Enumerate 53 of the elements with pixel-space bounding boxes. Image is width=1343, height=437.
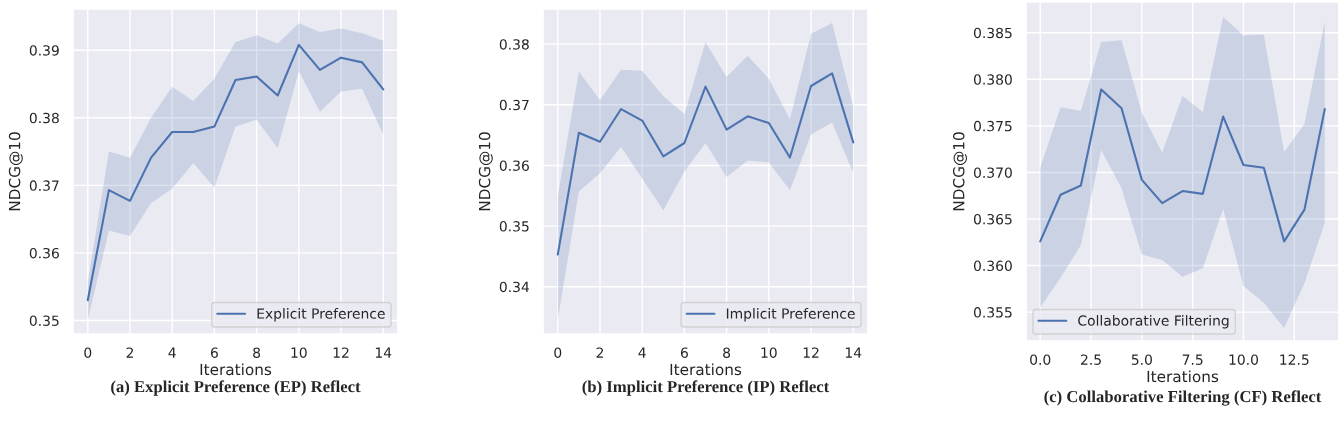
x-tick-label: 10 <box>291 347 307 358</box>
y-tick-label: 0.365 <box>973 213 1012 225</box>
text: (b) Implicit Preference (IP) Reflect <box>582 380 830 396</box>
x-tick-label: 4 <box>168 347 176 358</box>
x-tick-label: 0.0 <box>1030 354 1051 365</box>
y-tick-label: 0.385 <box>973 27 1012 39</box>
y-tick-label: 0.360 <box>973 260 1012 272</box>
y-tick-label: 0.375 <box>973 120 1012 132</box>
x-tick-label: 2 <box>596 347 604 358</box>
x-tick-label: 4 <box>638 347 646 358</box>
line-series <box>556 72 855 256</box>
x-tick-label: 14 <box>375 347 392 358</box>
x-tick-label: 2.5 <box>1081 354 1101 365</box>
x-tick-label: 10.0 <box>1229 354 1259 365</box>
y-tick-label: 0.35 <box>29 315 59 326</box>
x-tick-label: 5.0 <box>1131 354 1152 365</box>
y-axis-title: NDCG@10 <box>8 132 23 211</box>
x-tick-label: 6 <box>210 347 218 358</box>
x-tick-label: 12.5 <box>1280 354 1309 365</box>
x-tick-label: 7.5 <box>1182 354 1203 365</box>
legend-label: Explicit Preference <box>257 308 385 322</box>
y-tick-label: 0.370 <box>973 167 1012 178</box>
legend-label: Collaborative Filtering <box>1078 315 1229 329</box>
y-tick-label: 0.34 <box>499 281 530 293</box>
y-tick-label: 0.38 <box>29 112 59 124</box>
x-axis-title: Iterations <box>670 363 742 376</box>
x-axis-title: Iterations <box>200 363 272 376</box>
text: (a) Explicit Preference (EP) Reflect <box>111 380 361 396</box>
x-tick-label: 0 <box>554 347 562 358</box>
x-tick-label: 6 <box>680 347 688 358</box>
text: (c) Collaborative Filtering (CF) Reflect <box>1044 390 1322 406</box>
x-tick-label: 0 <box>84 347 92 358</box>
y-tick-label: 0.37 <box>499 99 529 111</box>
x-tick-label: 8 <box>723 347 731 358</box>
x-axis-title: Iterations <box>1147 370 1219 383</box>
y-tick-label: 0.37 <box>29 180 59 191</box>
x-tick-label: 12 <box>803 347 819 358</box>
y-tick-label: 0.36 <box>499 160 529 171</box>
x-tick-label: 14 <box>845 347 862 358</box>
y-tick-label: 0.35 <box>499 221 529 232</box>
x-tick-label: 10 <box>761 347 777 358</box>
legend-label: Implicit Preference <box>726 308 855 322</box>
y-tick-label: 0.355 <box>973 307 1012 318</box>
x-tick-label: 2 <box>126 347 134 358</box>
y-tick-label: 0.38 <box>499 39 529 50</box>
y-axis-title: NDCG@10 <box>952 132 967 211</box>
x-tick-label: 12 <box>333 347 349 358</box>
y-tick-label: 0.36 <box>29 247 59 259</box>
x-tick-label: 8 <box>253 347 261 358</box>
y-axis-title: NDCG@10 <box>478 132 493 211</box>
y-tick-label: 0.380 <box>973 74 1012 85</box>
y-tick-label: 0.39 <box>29 45 59 56</box>
line-series <box>1039 88 1326 243</box>
